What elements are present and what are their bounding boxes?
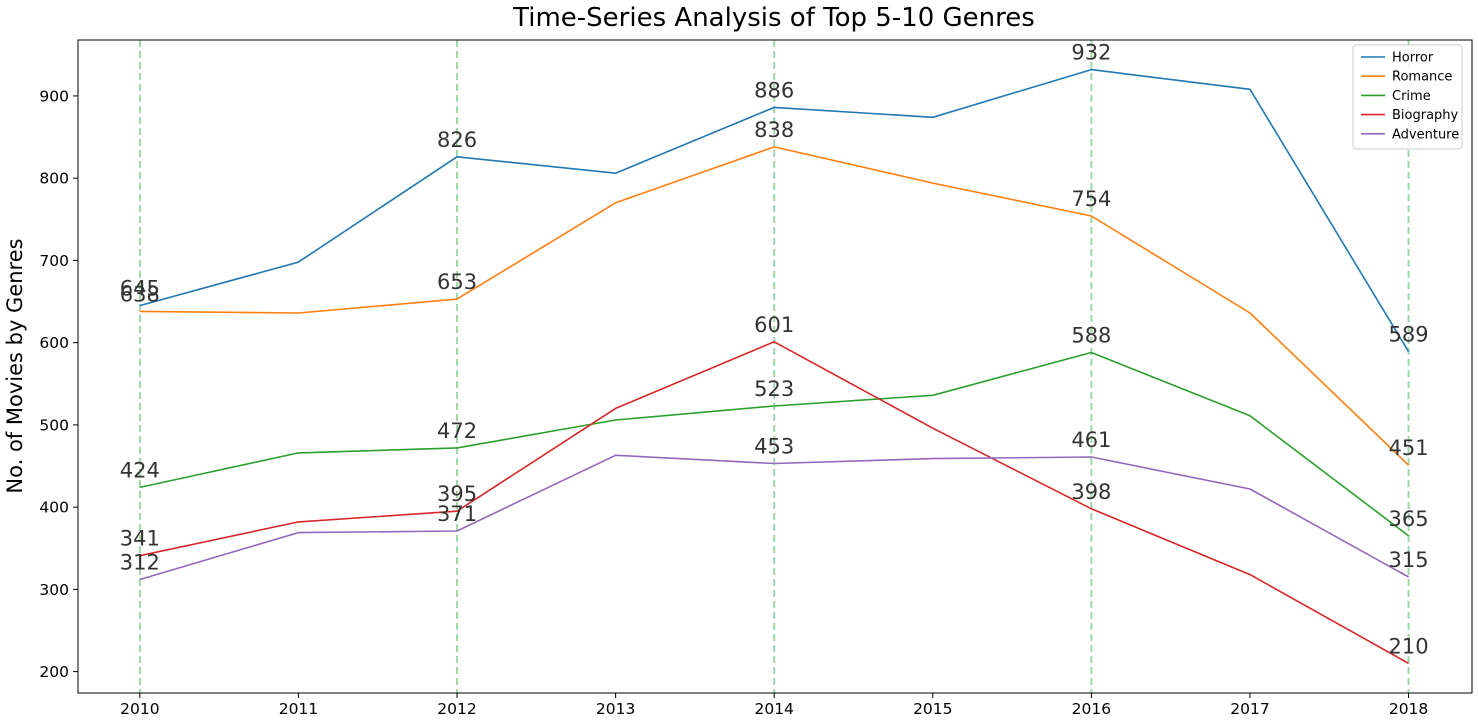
y-tick-label-800: 800 <box>39 170 69 188</box>
y-tick-label-300: 300 <box>39 581 69 599</box>
data-label-adventure-2016: 461 <box>1071 428 1111 452</box>
x-tick-label-2017: 2017 <box>1230 700 1269 718</box>
data-label-biography-2018: 210 <box>1389 634 1429 658</box>
legend-label-crime: Crime <box>1392 89 1431 104</box>
data-label-adventure-2010: 312 <box>120 551 160 575</box>
data-label-romance-2018: 451 <box>1389 436 1429 460</box>
data-label-crime-2014: 523 <box>754 377 794 401</box>
x-tick-label-2013: 2013 <box>596 700 635 718</box>
data-label-horror-2016: 932 <box>1071 41 1111 65</box>
x-tick-label-2016: 2016 <box>1072 700 1111 718</box>
data-label-crime-2018: 365 <box>1389 507 1429 531</box>
series-line-crime <box>139 351 1410 537</box>
data-label-romance-2010: 638 <box>120 282 160 306</box>
data-label-biography-2010: 341 <box>120 527 160 551</box>
y-tick-label-700: 700 <box>39 252 69 270</box>
x-tick-label-2018: 2018 <box>1389 700 1428 718</box>
series-line-romance <box>139 146 1410 466</box>
data-label-biography-2014: 601 <box>754 313 794 337</box>
data-label-biography-2012: 395 <box>437 482 477 506</box>
x-tick-label-2015: 2015 <box>913 700 952 718</box>
y-tick-label-400: 400 <box>39 499 69 517</box>
data-label-crime-2012: 472 <box>437 419 477 443</box>
data-label-romance-2012: 653 <box>437 270 477 294</box>
legend-label-horror: Horror <box>1392 51 1434 66</box>
data-label-horror-2018: 589 <box>1389 323 1429 347</box>
data-label-crime-2016: 588 <box>1071 324 1111 348</box>
y-tick-label-500: 500 <box>39 416 69 434</box>
data-label-adventure-2018: 315 <box>1389 548 1429 572</box>
axes: 2010 2011 2012 2013 2014 2015 2016 2017 2018 200 3… <box>39 87 1428 718</box>
data-label-horror-2012: 826 <box>437 128 477 152</box>
chart-title: Time-Series Analysis of Top 5-10 Genres <box>512 3 1035 33</box>
y-tick-label-600: 600 <box>39 334 69 352</box>
y-tick-label-200: 200 <box>39 663 69 681</box>
data-labels: 645 826 886 932 589 638 653 838 754 451 424 472 523 5… <box>120 41 1429 659</box>
series-lines <box>139 68 1410 665</box>
data-label-crime-2010: 424 <box>120 458 160 482</box>
data-label-adventure-2012: 371 <box>437 502 477 526</box>
data-label-horror-2010: 645 <box>120 277 160 301</box>
data-label-horror-2014: 886 <box>754 78 794 102</box>
legend-label-adventure: Adventure <box>1392 127 1459 142</box>
data-label-romance-2016: 754 <box>1071 187 1111 211</box>
x-tick-label-2010: 2010 <box>120 700 159 718</box>
grid <box>138 40 1410 693</box>
series-line-horror <box>139 68 1410 353</box>
legend-label-biography: Biography <box>1392 108 1459 123</box>
series-line-biography <box>139 340 1409 665</box>
legend: Horror Romance Crime Biography Adventure <box>1352 44 1463 150</box>
data-label-biography-2016: 398 <box>1071 480 1111 504</box>
series-line-adventure <box>139 454 1409 581</box>
legend-label-romance: Romance <box>1392 70 1452 85</box>
y-axis-label: No. of Movies by Genres <box>3 238 27 493</box>
data-label-adventure-2014: 453 <box>754 435 794 459</box>
x-tick-label-2011: 2011 <box>279 700 318 718</box>
y-tick-label-900: 900 <box>39 87 69 105</box>
data-label-romance-2014: 838 <box>754 118 794 142</box>
legend-box <box>1352 44 1463 150</box>
plot-frame <box>77 39 1473 694</box>
x-tick-label-2012: 2012 <box>437 700 476 718</box>
x-tick-label-2014: 2014 <box>754 700 793 718</box>
